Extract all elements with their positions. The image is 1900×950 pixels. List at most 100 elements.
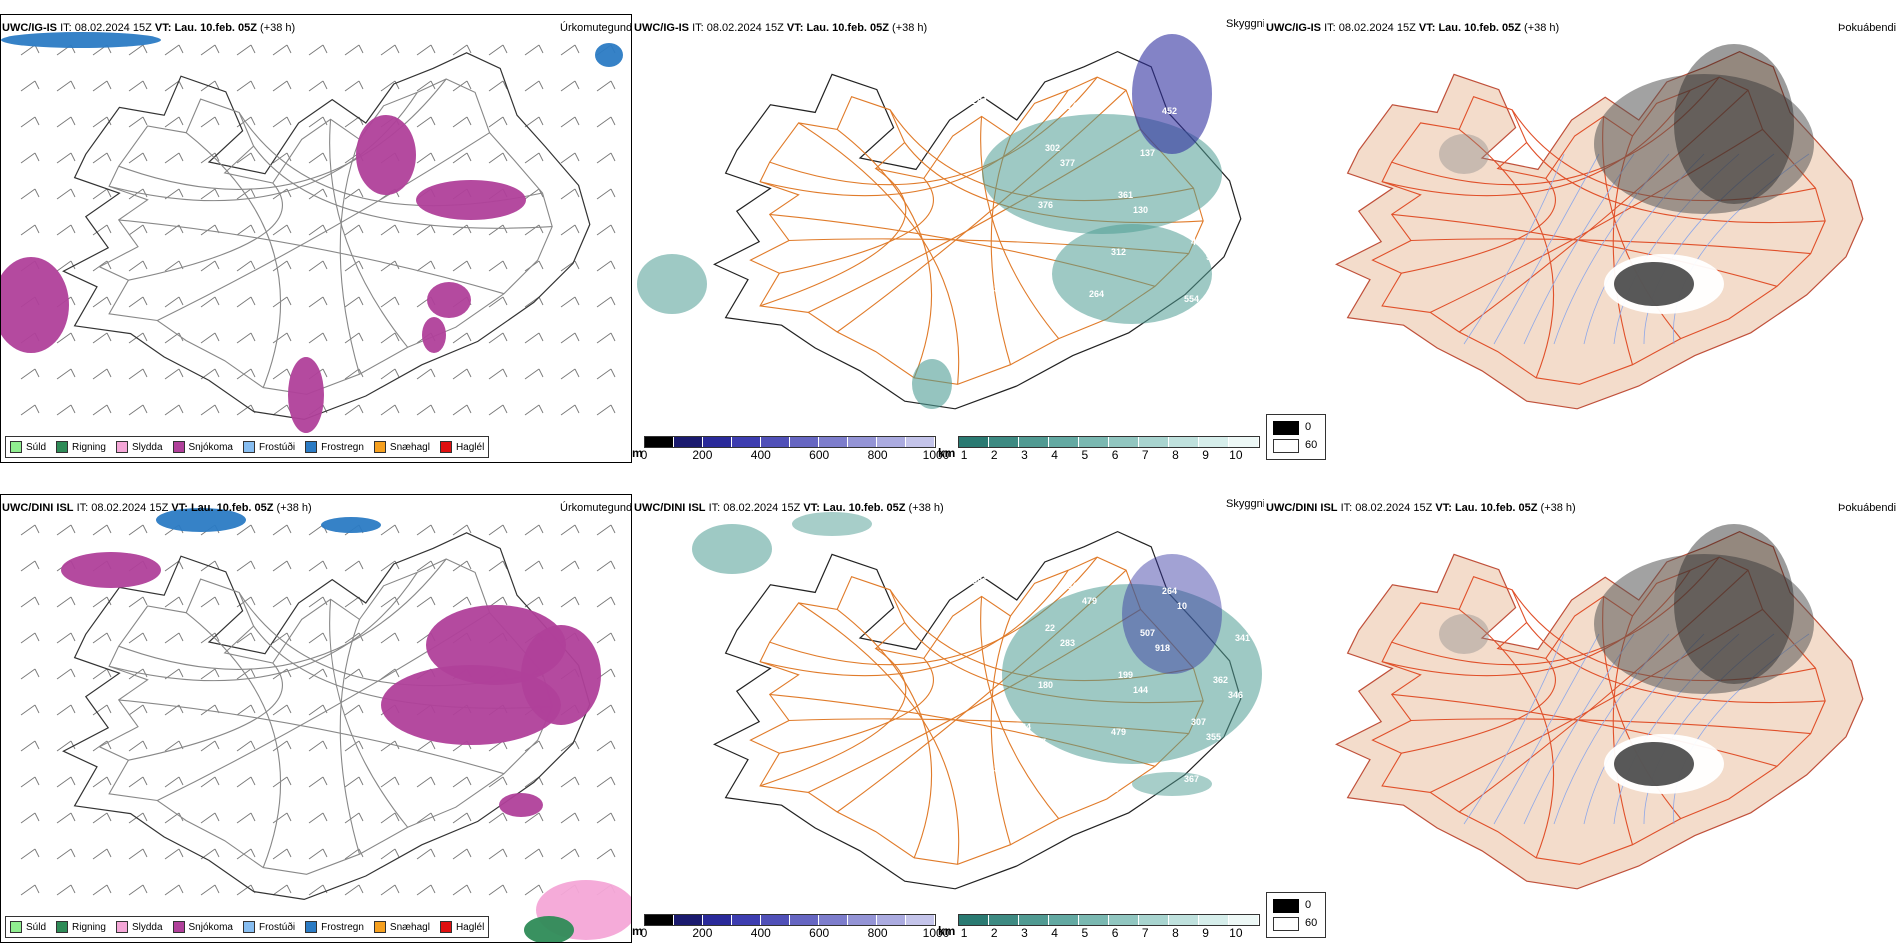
- visibility-value-label: 144: [1133, 685, 1148, 695]
- scale-tick-km: 3: [1021, 926, 1028, 940]
- precip-legend-bottom: Súld Rigning Slydda Snjókoma Frostúði Frostre…: [5, 916, 490, 938]
- scale-tick-km: 9: [1202, 448, 1209, 462]
- visibility-map-bottom: 886 22 199 307 379 543 507 362 384 286 264 341 180 47…: [692, 512, 1262, 890]
- legend-swatch: [242, 441, 255, 453]
- iceland-outline: [713, 50, 1242, 410]
- legend-label: Haglél: [455, 441, 485, 453]
- visibility-fields: [637, 34, 1222, 409]
- precip-type-panel-bottom: Súld Rigning Slydda Snjókoma Frostúði Frostre…: [0, 494, 632, 943]
- visibility-value-label: 367: [1184, 774, 1199, 784]
- legend-label: Rigning: [72, 921, 106, 933]
- scale-tick-m: 1000: [922, 448, 950, 462]
- visibility-value-label: 361: [1118, 190, 1133, 200]
- fog-map-top: [1335, 44, 1864, 410]
- legend-label: Frostúði: [258, 441, 296, 453]
- road-network: [98, 78, 553, 395]
- header-bottom-3: UWC/DINI ISL IT: 08.02.2024 15Z VT: Lau.…: [1266, 502, 1576, 514]
- scale-tick-m: 400: [750, 448, 771, 462]
- low-visibility-area: [692, 524, 772, 574]
- legend-swatch: [373, 441, 386, 453]
- visibility-value-label: 452: [1162, 106, 1177, 116]
- legend-label: Súld: [26, 441, 47, 453]
- legend-item-1: Rigning: [56, 921, 106, 933]
- fog-map-bottom: [1335, 524, 1864, 890]
- legend-label: Slydda: [131, 921, 163, 933]
- legend-item-5: Frostregn: [305, 921, 364, 933]
- scale-tick-m: 0: [640, 448, 648, 462]
- visibility-value-label: 346: [1228, 690, 1243, 700]
- visibility-value-label: 284: [972, 96, 987, 106]
- fog-area: [1614, 262, 1694, 306]
- legend-item-3: Snjókoma: [172, 921, 233, 933]
- visibility-value-label: 341: [1235, 633, 1250, 643]
- legend-item-2: Slydda: [115, 441, 163, 453]
- legend-label: Slydda: [131, 441, 163, 453]
- low-visibility-area: [637, 254, 707, 314]
- scale-tick-km: 9: [1202, 926, 1209, 940]
- legend-label: Rigning: [72, 441, 106, 453]
- visibility-value-label: 130: [1133, 205, 1148, 215]
- fog-legend-bottom: 0 60: [1266, 892, 1326, 938]
- visibility-value-label: 376: [1038, 200, 1053, 210]
- visibility-value-label: 10: [1177, 601, 1187, 611]
- visibility-value-label: 390: [1016, 242, 1031, 252]
- precip-type-panel-top: Súld Rigning Slydda Snjókoma Frostúði Frostre…: [0, 14, 632, 463]
- legend-label: Haglél: [455, 921, 485, 933]
- unit-m-bottom: m: [632, 924, 643, 938]
- legend-swatch: [373, 921, 386, 933]
- visibility-value-label: 320: [1235, 153, 1250, 163]
- snow-area: [1, 257, 69, 353]
- legend-label: Frostregn: [321, 921, 364, 933]
- legend-item-0: Súld: [10, 441, 46, 453]
- scale-tick-km: 3: [1021, 448, 1028, 462]
- scale-tick-m: 200: [692, 448, 713, 462]
- legend-swatch: [305, 441, 318, 453]
- snow-area: [427, 282, 471, 318]
- legend-swatch: [115, 921, 128, 933]
- precip-map-bottom: [20, 508, 631, 942]
- legend-swatch: [10, 921, 22, 933]
- unit-km-bottom: km: [938, 924, 956, 938]
- legend-label: Snæhagl: [389, 921, 430, 933]
- visibility-value-label: 137: [1140, 148, 1155, 158]
- legend-label: Snæhagl: [389, 441, 430, 453]
- visibility-value-label: 886: [972, 576, 987, 586]
- visibility-value-label: 264: [1162, 586, 1177, 596]
- precip-map-top: [1, 32, 623, 433]
- visibility-value-label: 286: [1089, 769, 1104, 779]
- visibility-value-label: 384: [1016, 722, 1031, 732]
- scale-tick-m: 800: [867, 448, 888, 462]
- visibility-value-label: 200: [1213, 195, 1228, 205]
- visibility-value-label: 379: [994, 764, 1009, 774]
- visibility-value-label: 489: [1104, 784, 1119, 794]
- legend-label: Snjókoma: [188, 441, 233, 453]
- visibility-value-label: 227: [1031, 737, 1046, 747]
- very-low-visibility-area: [1122, 554, 1222, 674]
- vis-scale-m-bottom: 0 200 400 600 800 1000: [640, 914, 949, 948]
- low-visibility-area: [912, 359, 952, 409]
- vis-scale-m-top: 0 200 400 600 800 1000: [640, 436, 949, 470]
- legend-item-3: Snjókoma: [172, 441, 233, 453]
- legend-swatch: [172, 921, 185, 933]
- scale-tick-m: 0: [640, 926, 648, 940]
- scale-tick-m: 400: [750, 926, 771, 940]
- visibility-value-label: 199: [1118, 670, 1133, 680]
- visibility-value-label: 312: [1111, 247, 1126, 257]
- wind-barbs: [20, 44, 616, 416]
- scale-tick-km: 5: [1081, 926, 1089, 940]
- scale-tick-km: 7: [1141, 448, 1149, 462]
- visibility-fields: [692, 512, 1262, 796]
- legend-item-6: Snæhagl: [373, 921, 430, 933]
- title-fog-top: Þokuábendi: [1838, 22, 1897, 34]
- legend-item-0: Súld: [10, 921, 46, 933]
- visibility-value-label: 411: [1191, 237, 1206, 247]
- legend-swatch: [439, 921, 452, 933]
- legend-label: Súld: [26, 921, 47, 933]
- visibility-value-label: 479: [1082, 596, 1097, 606]
- snow-area: [422, 317, 446, 353]
- header-bottom-1: UWC/DINI ISL IT: 08.02.2024 15Z VT: Lau.…: [2, 502, 312, 514]
- fog-panel-top: [1264, 14, 1900, 463]
- visibility-value-label: 146: [987, 111, 1002, 121]
- fog-index-field: [1439, 524, 1814, 794]
- visibility-value-label: 479: [1111, 727, 1126, 737]
